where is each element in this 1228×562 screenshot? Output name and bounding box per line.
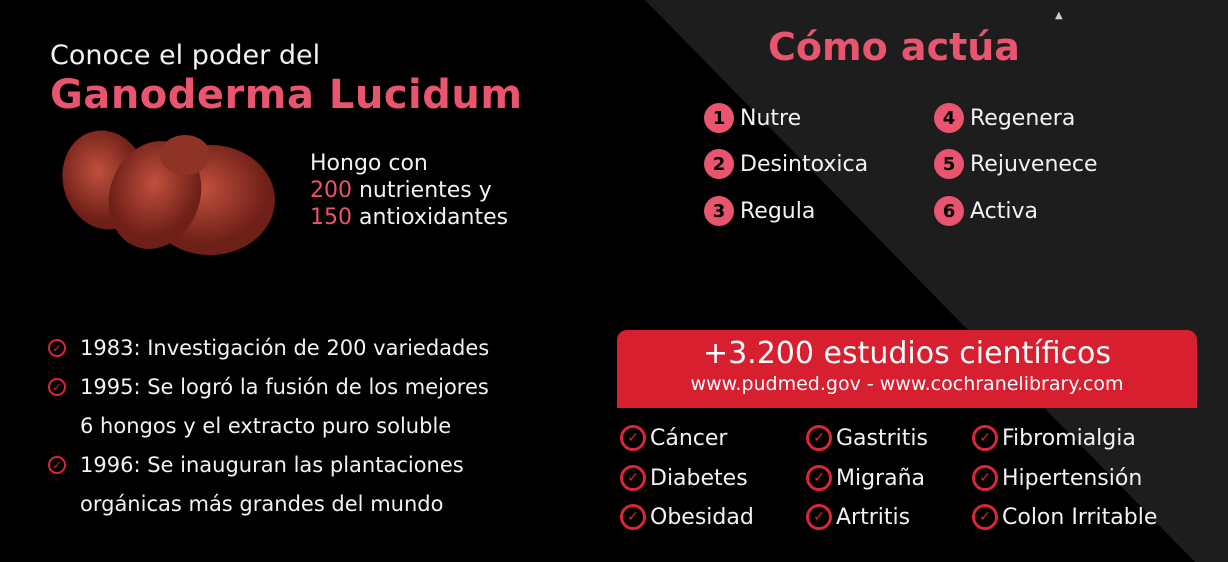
step-label: Regula (740, 198, 816, 224)
step-number-badge: 4 (934, 103, 964, 133)
step-label: Desintoxica (740, 151, 869, 177)
studies-sources: www.pudmed.gov - www.cochranelibrary.com (690, 373, 1124, 395)
step-item: 1 Nutre (704, 103, 801, 133)
step-number-badge: 1 (704, 103, 734, 133)
step-item: 3 Regula (704, 196, 815, 226)
history-item: ✓ 1996: Se inauguran las plantaciones (48, 453, 464, 477)
condition-item: ✓ Diabetes (620, 465, 748, 491)
header-title: Ganoderma Lucidum (50, 72, 523, 118)
studies-title: +3.200 estudios científicos (702, 336, 1112, 371)
hongo-description: Hongo con 200 nutrientes y 150 antioxida… (310, 150, 508, 231)
step-number-badge: 6 (934, 196, 964, 226)
check-circle-icon: ✓ (620, 504, 646, 530)
step-item: 4 Regenera (934, 103, 1075, 133)
check-circle-icon: ✓ (806, 425, 832, 451)
antioxidant-count: 150 (310, 205, 352, 230)
step-number-badge: 2 (704, 149, 734, 179)
condition-label: Diabetes (650, 465, 748, 491)
condition-label: Artritis (836, 504, 911, 530)
condition-label: Colon Irritable (1002, 504, 1158, 530)
history-text: 1983: Investigación de 200 variedades (80, 336, 490, 360)
header-line1: Conoce el poder del (50, 40, 321, 71)
check-circle-icon: ✓ (972, 465, 998, 491)
step-item: 6 Activa (934, 196, 1038, 226)
condition-item: ✓ Gastritis (806, 425, 928, 451)
studies-banner: +3.200 estudios científicos www.pudmed.g… (617, 330, 1197, 408)
check-circle-icon: ✓ (48, 378, 66, 396)
check-circle-icon: ✓ (48, 456, 66, 474)
step-label: Rejuvenece (970, 151, 1098, 177)
step-label: Activa (970, 198, 1038, 224)
condition-label: Obesidad (650, 504, 754, 530)
condition-item: ✓ Colon Irritable (972, 504, 1157, 530)
hongo-line1: Hongo con (310, 151, 428, 176)
step-label: Nutre (740, 105, 802, 131)
check-circle-icon: ✓ (48, 339, 66, 357)
nutrient-count: 200 (310, 178, 352, 203)
history-item: 6 hongos y el extracto puro soluble (80, 414, 451, 438)
history-item: orgánicas más grandes del mundo (80, 492, 443, 516)
nutrient-label: nutrientes y (352, 178, 492, 203)
history-text: 1995: Se logró la fusión de los mejores (80, 375, 489, 399)
condition-item: ✓ Cáncer (620, 425, 727, 451)
step-item: 5 Rejuvenece (934, 149, 1098, 179)
step-label: Regenera (970, 105, 1076, 131)
history-text: orgánicas más grandes del mundo (80, 492, 444, 516)
mushroom-image (62, 130, 275, 255)
check-circle-icon: ✓ (620, 465, 646, 491)
check-circle-icon: ✓ (806, 465, 832, 491)
como-actua-title: Cómo actúa (768, 25, 1020, 69)
condition-item: ✓ Artritis (806, 504, 910, 530)
check-circle-icon: ✓ (806, 504, 832, 530)
check-circle-icon: ✓ (620, 425, 646, 451)
condition-item: ✓ Obesidad (620, 504, 754, 530)
check-circle-icon: ✓ (972, 425, 998, 451)
condition-item: ✓ Fibromialgia (972, 425, 1136, 451)
condition-item: ✓ Migraña (806, 465, 925, 491)
mouse-cursor-icon: ▲ (1055, 10, 1063, 21)
condition-label: Hipertensión (1002, 465, 1143, 491)
check-circle-icon: ✓ (972, 504, 998, 530)
step-number-badge: 5 (934, 149, 964, 179)
condition-item: ✓ Hipertensión (972, 465, 1142, 491)
condition-label: Fibromialgia (1002, 425, 1136, 451)
condition-label: Gastritis (836, 425, 928, 451)
history-text: 1996: Se inauguran las plantaciones (80, 453, 464, 477)
history-item: ✓ 1995: Se logró la fusión de los mejores (48, 375, 489, 399)
condition-label: Migraña (836, 465, 926, 491)
history-item: ✓ 1983: Investigación de 200 variedades (48, 336, 489, 360)
history-text: 6 hongos y el extracto puro soluble (80, 414, 452, 438)
antioxidant-label: antioxidantes (352, 205, 509, 230)
condition-label: Cáncer (650, 425, 728, 451)
step-number-badge: 3 (704, 196, 734, 226)
step-item: 2 Desintoxica (704, 149, 868, 179)
